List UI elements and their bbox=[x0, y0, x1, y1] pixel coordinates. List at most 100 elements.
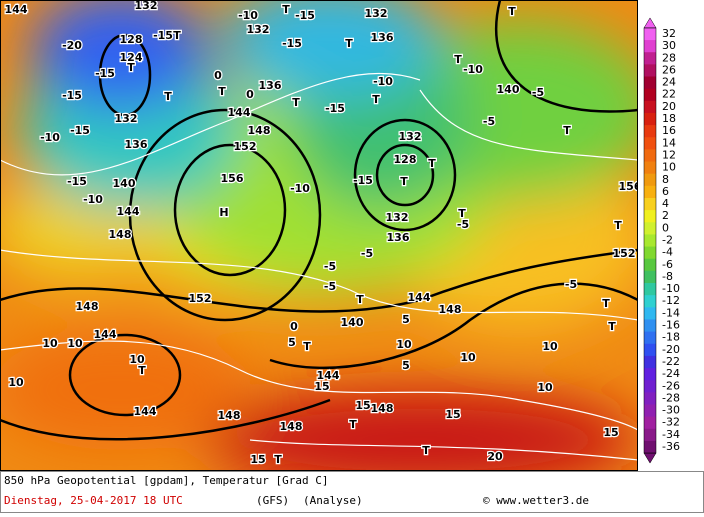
map-label: 0 bbox=[290, 320, 298, 333]
map-label: 144 bbox=[317, 369, 340, 382]
map-label: -5 bbox=[457, 218, 469, 231]
footer-run: (Analyse) bbox=[303, 494, 363, 507]
map-label: 144 bbox=[5, 3, 28, 16]
map-label: 140 bbox=[497, 83, 520, 96]
colorbar-label: 24 bbox=[662, 76, 676, 89]
map-label: 144 bbox=[117, 205, 140, 218]
map-label: 0 bbox=[214, 69, 222, 82]
map-label: 15 bbox=[250, 453, 265, 466]
map-label: 156 bbox=[221, 172, 244, 185]
colorbar-band bbox=[644, 112, 656, 126]
colorbar-band bbox=[644, 258, 656, 272]
map-label: -15 bbox=[67, 175, 87, 188]
colorbar-label: 8 bbox=[662, 173, 669, 186]
isotherms bbox=[0, 73, 638, 461]
map-label: 10 bbox=[460, 351, 476, 364]
map-label: T bbox=[127, 61, 135, 74]
map-label: T bbox=[602, 297, 610, 310]
colorbar-label: -20 bbox=[662, 343, 680, 356]
colorbar-label: 32 bbox=[662, 27, 676, 40]
map-label: -10 bbox=[238, 9, 258, 22]
colorbar-band bbox=[644, 343, 656, 357]
colorbar-band bbox=[644, 440, 656, 454]
map-label: 10 bbox=[67, 337, 83, 350]
map-label: 15 bbox=[355, 399, 370, 412]
map-label: 10 bbox=[129, 353, 145, 366]
colorbar-label: -30 bbox=[662, 404, 680, 417]
map-label: 144 bbox=[408, 291, 431, 304]
map-label: 15 bbox=[603, 426, 618, 439]
map-label: T bbox=[563, 124, 571, 137]
map-label: 128 bbox=[394, 153, 417, 166]
colorbar-band bbox=[644, 185, 656, 199]
map-label: T bbox=[138, 364, 146, 377]
colorbar-frame bbox=[643, 27, 657, 454]
map-label: 136 bbox=[371, 31, 394, 44]
footer-model: (GFS) bbox=[256, 494, 289, 507]
colorbar-label: 6 bbox=[662, 185, 669, 198]
isohypses bbox=[0, 0, 638, 441]
colorbar-band bbox=[644, 368, 656, 381]
map-label: 10 bbox=[542, 340, 558, 353]
map-label: -15 bbox=[325, 102, 345, 115]
colorbar-band bbox=[644, 355, 656, 369]
map-label: 132 bbox=[399, 130, 422, 143]
map-label: 144 bbox=[228, 106, 251, 119]
map-area: 144 132-10 T -15 132 T-20 128 -15 T 132-15 T 136124… bbox=[0, 0, 638, 471]
map-label: 148 bbox=[109, 228, 132, 241]
map-label: 152 bbox=[189, 292, 212, 305]
map-label: T bbox=[372, 93, 380, 106]
map-label: 144 bbox=[94, 328, 117, 341]
colorbar-label: 2 bbox=[662, 209, 669, 222]
colorbar-label: 12 bbox=[662, 148, 676, 161]
map-label: 10 bbox=[42, 337, 58, 350]
map-label: T bbox=[454, 53, 462, 66]
colorbar-label: 0 bbox=[662, 221, 669, 234]
map-label: 5 bbox=[288, 336, 296, 349]
map-label: -15 bbox=[295, 9, 315, 22]
map-label: T bbox=[282, 3, 290, 16]
colorbar-label: 22 bbox=[662, 88, 676, 101]
colorbar-label: 4 bbox=[662, 197, 669, 210]
map-label: T bbox=[173, 29, 181, 42]
map-label: 152 bbox=[234, 140, 257, 153]
map-label: 15 bbox=[314, 380, 329, 393]
colorbar-band bbox=[644, 100, 656, 114]
map-label: T bbox=[428, 157, 436, 170]
colorbar-label: 26 bbox=[662, 63, 676, 76]
map-label: -5 bbox=[324, 280, 336, 293]
map-label: -15 bbox=[353, 174, 373, 187]
colorbar-label: -2 bbox=[662, 234, 673, 247]
map-label: 148 bbox=[248, 124, 271, 137]
colorbar-label: -10 bbox=[662, 282, 680, 295]
map-label: -5 bbox=[483, 115, 495, 128]
colorbar-band bbox=[644, 197, 656, 211]
map-label: -10 bbox=[40, 131, 60, 144]
map-label: -15 bbox=[282, 37, 302, 50]
map-label: -15 bbox=[153, 29, 173, 42]
map-label: -15 bbox=[95, 67, 115, 80]
map-label: 132 bbox=[365, 7, 388, 20]
map-label: -10 bbox=[463, 63, 483, 76]
colorbar-label: -6 bbox=[662, 258, 673, 271]
colorbar-band bbox=[644, 295, 656, 308]
map-label: 136 bbox=[259, 79, 282, 92]
map-label: 132 bbox=[115, 112, 138, 125]
map-label: T bbox=[508, 5, 516, 18]
map-label: 148 bbox=[76, 300, 99, 313]
map-label: 136 bbox=[125, 138, 148, 151]
colorbar-band bbox=[644, 307, 656, 320]
map-label: T bbox=[303, 340, 311, 353]
map-label: -10 bbox=[373, 75, 393, 88]
map-label: H bbox=[219, 206, 228, 219]
colorbar-band bbox=[644, 234, 656, 248]
map-label: 5 bbox=[402, 313, 410, 326]
colorbar-label: 30 bbox=[662, 39, 676, 52]
colorbar-band bbox=[644, 331, 656, 345]
map-label: 124 bbox=[120, 51, 143, 64]
colorbar-band bbox=[644, 125, 656, 138]
map-label: 140 bbox=[113, 177, 136, 190]
map-label: T bbox=[356, 293, 364, 306]
colorbar-band bbox=[644, 222, 656, 235]
